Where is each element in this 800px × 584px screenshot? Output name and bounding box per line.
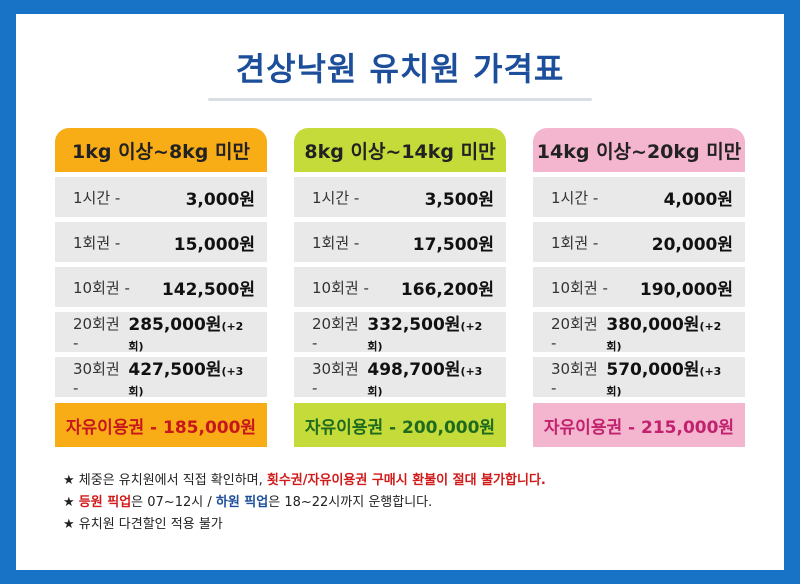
row-value: 3,000원 [185, 189, 255, 210]
row-label: 20회권 - [551, 314, 598, 352]
row-value: 142,500원 [161, 279, 255, 300]
price-row: 1회권 - 15,000원 [55, 222, 267, 262]
row-value: 570,000원(+3회) [606, 359, 722, 398]
row-value: 4,000원 [663, 189, 733, 210]
price-row: 10회권 - 166,200원 [294, 267, 506, 307]
row-label: 1회권 - [312, 233, 360, 252]
row-value: 498,700원(+3회) [367, 359, 483, 398]
row-label: 1회권 - [73, 233, 121, 252]
price-column-medium: 8kg 이상~14kg 미만 1시간 - 3,500원 1회권 - 17,500… [294, 128, 506, 447]
title-underline [208, 98, 592, 101]
row-value: 285,000원(+2회) [128, 314, 244, 353]
row-label: 1시간 - [312, 188, 360, 207]
row-value: 190,000원 [639, 279, 733, 300]
free-pass-price: 자유이용권 - 185,000원 [55, 403, 267, 447]
row-label: 1시간 - [73, 188, 121, 207]
price-row: 20회권 - 332,500원(+2회) [294, 312, 506, 353]
column-header: 8kg 이상~14kg 미만 [294, 128, 506, 172]
note-refund: ★ 체중은 유치원에서 직접 확인하며, 횟수권/자유이용권 구매시 환불이 절… [63, 473, 546, 488]
row-label: 30회권 - [73, 359, 120, 397]
row-value: 166,200원 [400, 279, 494, 300]
row-label: 30회권 - [312, 359, 359, 397]
row-label: 10회권 - [312, 278, 369, 297]
row-value: 380,000원(+2회) [606, 314, 722, 353]
row-label: 30회권 - [551, 359, 598, 397]
row-label: 20회권 - [312, 314, 359, 352]
price-row: 1시간 - 4,000원 [533, 177, 745, 217]
price-row: 1시간 - 3,000원 [55, 177, 267, 217]
free-pass-price: 자유이용권 - 215,000원 [533, 403, 745, 447]
row-label: 20회권 - [73, 314, 120, 352]
price-row: 30회권 - 570,000원(+3회) [533, 357, 745, 398]
price-row: 20회권 - 380,000원(+2회) [533, 312, 745, 353]
free-pass-price: 자유이용권 - 200,000원 [294, 403, 506, 447]
price-row: 10회권 - 190,000원 [533, 267, 745, 307]
row-value: 17,500원 [412, 234, 494, 255]
row-value: 332,500원(+2회) [367, 314, 483, 353]
row-value: 427,500원(+3회) [128, 359, 244, 398]
row-label: 10회권 - [73, 278, 130, 297]
column-header: 14kg 이상~20kg 미만 [533, 128, 745, 172]
row-value: 3,500원 [424, 189, 494, 210]
row-label: 1시간 - [551, 188, 599, 207]
notes: ★ 체중은 유치원에서 직접 확인하며, 횟수권/자유이용권 구매시 환불이 절… [63, 470, 763, 536]
price-row: 30회권 - 427,500원(+3회) [55, 357, 267, 398]
price-card: 견상낙원 유치원 가격표 1kg 이상~8kg 미만 1시간 - 3,000원 … [16, 14, 784, 570]
row-label: 1회권 - [551, 233, 599, 252]
price-column-small: 1kg 이상~8kg 미만 1시간 - 3,000원 1회권 - 15,000원… [55, 128, 267, 447]
price-column-large: 14kg 이상~20kg 미만 1시간 - 4,000원 1회권 - 20,00… [533, 128, 745, 447]
price-row: 1회권 - 20,000원 [533, 222, 745, 262]
price-row: 1회권 - 17,500원 [294, 222, 506, 262]
price-row: 20회권 - 285,000원(+2회) [55, 312, 267, 353]
page-title: 견상낙원 유치원 가격표 [235, 50, 565, 88]
column-header: 1kg 이상~8kg 미만 [55, 128, 267, 172]
row-value: 20,000원 [651, 234, 733, 255]
row-value: 15,000원 [173, 234, 255, 255]
price-row: 10회권 - 142,500원 [55, 267, 267, 307]
price-row: 1시간 - 3,500원 [294, 177, 506, 217]
note-discount: ★ 유치원 다견할인 적용 불가 [63, 517, 223, 532]
note-pickup: ★ 등원 픽업은 07~12시 / 하원 픽업은 18~22시까지 운행합니다. [63, 495, 433, 510]
price-row: 30회권 - 498,700원(+3회) [294, 357, 506, 398]
row-label: 10회권 - [551, 278, 608, 297]
